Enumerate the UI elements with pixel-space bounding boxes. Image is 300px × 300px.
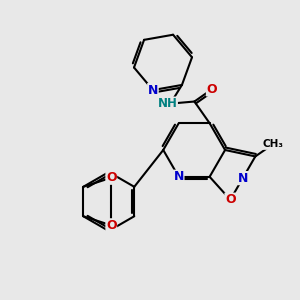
Text: N: N [173,170,184,183]
Text: O: O [106,219,117,232]
Text: CH₃: CH₃ [262,139,283,149]
Text: N: N [148,84,158,97]
Text: O: O [206,83,217,96]
Text: O: O [106,171,117,184]
Text: NH: NH [158,97,177,110]
Text: N: N [238,172,248,184]
Text: O: O [225,193,236,206]
